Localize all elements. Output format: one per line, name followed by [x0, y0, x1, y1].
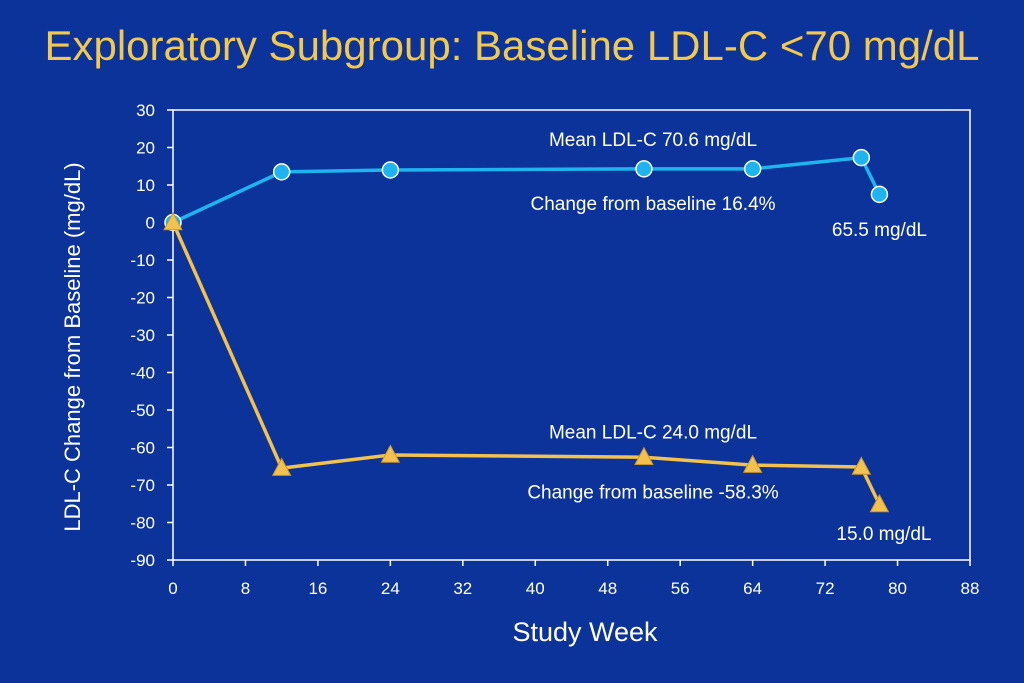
series-0-point [743, 160, 762, 178]
series-0-point [870, 185, 889, 204]
y-tick-label: -60 [130, 439, 155, 458]
series-layer [163, 148, 890, 513]
annotation-label: Change from baseline -58.3% [527, 483, 778, 504]
x-tick-label: 0 [168, 579, 177, 598]
y-tick-label: -50 [130, 401, 155, 420]
series-0-point [852, 148, 871, 167]
x-tick-label: 32 [453, 579, 472, 598]
y-tick-label: -40 [130, 364, 155, 383]
slide-title: Exploratory Subgroup: Baseline LDL-C <70… [44, 22, 980, 69]
y-tick-label: -10 [130, 251, 155, 270]
x-axis-label: Study Week [512, 617, 658, 647]
series-1-point [634, 446, 654, 465]
series-1-point [380, 444, 401, 463]
x-tick-label: 24 [381, 579, 400, 598]
series-1-point [851, 456, 872, 475]
y-tick-label: 10 [136, 176, 155, 195]
annotation-layer: Mean LDL-C 70.6 mg/dL Change from baselin… [527, 130, 931, 545]
y-axis-label: LDL-C Change from Baseline (mg/dL) [60, 162, 85, 531]
series-1-point [869, 493, 890, 513]
x-tick-label: 80 [888, 579, 907, 598]
x-tick-label: 40 [526, 579, 545, 598]
series-0-point [272, 163, 291, 181]
annotation-label: 65.5 mg/dL [832, 220, 927, 241]
x-tick-label: 64 [743, 579, 762, 598]
series-0-point [381, 161, 400, 179]
series-1-point [742, 454, 763, 473]
x-tick-label: 16 [308, 579, 327, 598]
annotation-label: Mean LDL-C 70.6 mg/dL [549, 130, 757, 151]
y-tick-label: -70 [130, 476, 155, 495]
x-tick-label: 88 [961, 579, 980, 598]
x-tick-label: 72 [816, 579, 835, 598]
y-tick-label: -80 [130, 514, 155, 533]
y-axis: 30 20 10 0 -10 -20 -30 -40 -50 -60 -70 -80 -90 [130, 101, 173, 570]
annotation-label: Change from baseline 16.4% [530, 194, 775, 215]
y-tick-label: 30 [136, 101, 155, 120]
annotation-label: Mean LDL-C 24.0 mg/dL [549, 423, 757, 444]
series-1-point [271, 457, 292, 476]
y-tick-label: 0 [146, 214, 155, 233]
annotation-label: 15.0 mg/dL [836, 524, 931, 545]
x-tick-label: 48 [598, 579, 617, 598]
x-tick-label: 8 [241, 579, 250, 598]
series-line-treatment [171, 221, 882, 506]
y-tick-label: -30 [130, 326, 155, 345]
x-axis: 0 8 16 24 32 40 48 56 64 72 80 88 [168, 560, 979, 598]
series-0-point [635, 160, 653, 178]
y-tick-label: -20 [130, 289, 155, 308]
y-tick-label: 20 [136, 139, 155, 158]
x-tick-label: 56 [671, 579, 690, 598]
y-tick-label: -90 [130, 551, 155, 570]
series-1-point [163, 211, 183, 231]
